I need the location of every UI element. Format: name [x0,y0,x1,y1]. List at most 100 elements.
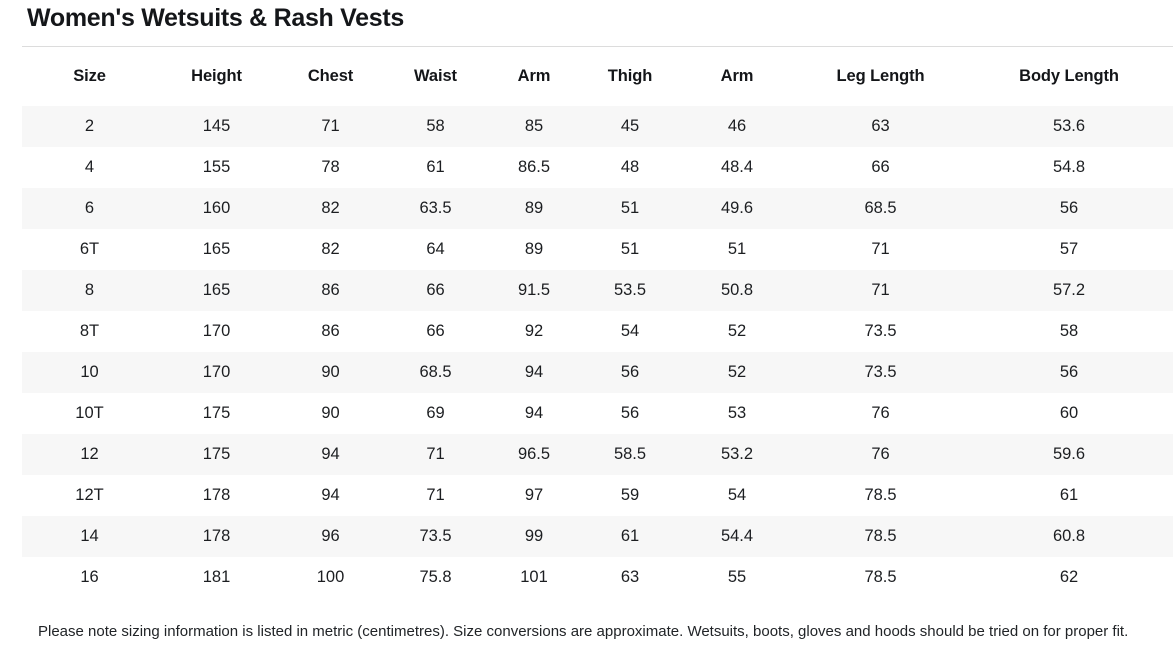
measurement-cell: 46 [727,117,747,135]
measurement-cell: 58.5 [613,445,647,463]
measurement-cell: 60 [1059,404,1079,422]
measurement-cell: 56 [620,363,640,381]
measurement-cell: 73.5 [864,322,897,340]
measurement-cell: 62 [1059,568,1079,586]
measurement-cell: 58 [1059,322,1079,340]
size-cell: 10 [80,363,99,381]
measurement-cell: 155 [202,158,231,176]
measurement-cell: 94 [524,363,544,381]
size-cell: 6 [84,199,95,217]
measurement-cell: 58 [426,117,445,135]
measurement-cell: 89 [524,240,544,258]
table-body: 2 145 71 58 85 45 46 63 53.6 4 155 78 61 86.5 48 48.4 66… [22,106,1173,598]
measurement-cell: 51 [620,199,640,217]
measurement-cell: 73.5 [419,527,452,545]
column-header: Waist [414,67,457,85]
measurement-cell: 97 [524,486,544,504]
sizing-note: Please note sizing information is listed… [38,623,1129,640]
measurement-cell: 56 [620,404,640,422]
measurement-cell: 178 [202,527,231,545]
column-header: Chest [307,67,354,85]
table-row: 2 145 71 58 85 45 46 63 53.6 [22,106,1173,147]
measurement-cell: 66 [426,322,445,340]
size-chart-table: Size Height Chest Waist Arm Thigh Arm Leg Lengt… [22,47,1173,598]
size-cell: 4 [84,158,95,176]
measurement-cell: 145 [202,117,231,135]
title-divider [22,46,1173,47]
measurement-cell: 91.5 [517,281,551,299]
measurement-cell: 85 [524,117,544,135]
measurement-cell: 48.4 [720,158,754,176]
measurement-cell: 55 [727,568,747,586]
measurement-cell: 48 [620,158,640,176]
measurement-cell: 99 [524,527,544,545]
measurement-cell: 101 [520,568,548,586]
measurement-cell: 86.5 [517,158,551,176]
measurement-cell: 52 [727,322,747,340]
column-header: Arm [517,67,551,85]
measurement-cell: 90 [321,363,340,381]
measurement-cell: 96.5 [517,445,551,463]
size-cell: 12 [80,445,99,463]
measurement-cell: 54 [727,486,747,504]
measurement-cell: 66 [426,281,445,299]
table-row: 8T 170 86 66 92 54 52 73.5 58 [22,311,1173,352]
column-header: Arm [720,67,754,85]
measurement-cell: 86 [321,281,340,299]
page-title: Women's Wetsuits & Rash Vests [27,4,404,32]
table-row: 16 181 100 75.8 101 63 55 78.5 62 [22,557,1173,598]
measurement-cell: 59 [620,486,640,504]
measurement-cell: 92 [524,322,544,340]
measurement-cell: 54.4 [720,527,754,545]
measurement-cell: 57.2 [1052,281,1086,299]
measurement-cell: 53.5 [613,281,647,299]
measurement-cell: 76 [871,445,890,463]
size-cell: 16 [80,568,99,586]
table-row: 10 170 90 68.5 94 56 52 73.5 56 [22,352,1173,393]
measurement-cell: 54 [620,322,640,340]
measurement-cell: 170 [202,363,231,381]
table-row: 12 175 94 71 96.5 58.5 53.2 76 59.6 [22,434,1173,475]
measurement-cell: 71 [871,240,890,258]
measurement-cell: 78.5 [864,527,897,545]
measurement-cell: 165 [202,240,231,258]
measurement-cell: 90 [321,404,340,422]
table-header-row: Size Height Chest Waist Arm Thigh Arm Leg Lengt… [22,47,1173,106]
measurement-cell: 61 [620,527,640,545]
measurement-cell: 53.2 [720,445,754,463]
measurement-cell: 160 [202,199,231,217]
measurement-cell: 86 [321,322,340,340]
measurement-cell: 73.5 [864,363,897,381]
measurement-cell: 96 [321,527,340,545]
table-row: 6 160 82 63.5 89 51 49.6 68.5 56 [22,188,1173,229]
measurement-cell: 52 [727,363,747,381]
size-cell: 8T [79,322,100,340]
measurement-cell: 63.5 [419,199,452,217]
measurement-cell: 56 [1059,363,1079,381]
table-row: 12T 178 94 71 97 59 54 78.5 61 [22,475,1173,516]
size-cell: 6T [79,240,100,258]
measurement-cell: 54.8 [1052,158,1086,176]
column-header: Thigh [607,67,653,85]
measurement-cell: 56 [1059,199,1079,217]
measurement-cell: 53 [727,404,747,422]
measurement-cell: 82 [321,199,340,217]
measurement-cell: 64 [426,240,445,258]
measurement-cell: 181 [202,568,231,586]
measurement-cell: 50.8 [720,281,754,299]
column-header: Size [73,67,106,85]
measurement-cell: 59.6 [1052,445,1086,463]
table-row: 8 165 86 66 91.5 53.5 50.8 71 57.2 [22,270,1173,311]
measurement-cell: 45 [620,117,640,135]
measurement-cell: 71 [426,486,445,504]
size-cell: 14 [80,527,99,545]
column-header: Leg Length [836,67,925,85]
measurement-cell: 100 [316,568,345,586]
measurement-cell: 68.5 [419,363,452,381]
measurement-cell: 68.5 [864,199,897,217]
measurement-cell: 51 [727,240,747,258]
measurement-cell: 76 [871,404,890,422]
measurement-cell: 78 [321,158,340,176]
measurement-cell: 175 [202,404,231,422]
